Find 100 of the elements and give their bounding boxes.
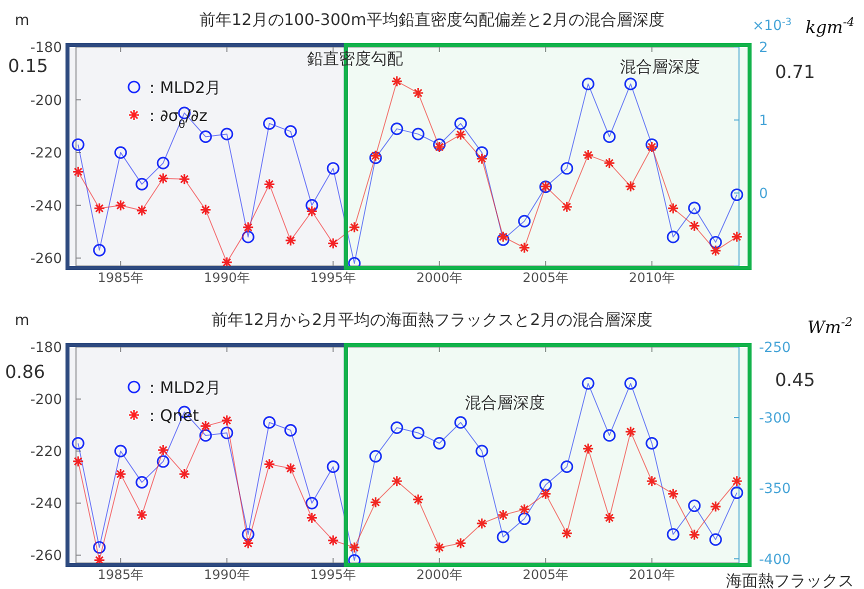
point [199, 429, 212, 442]
y2-tick-label: 2 [759, 40, 768, 56]
text: 0.15 [8, 56, 48, 77]
point [624, 426, 636, 438]
point [454, 117, 467, 130]
point [688, 220, 700, 232]
point [412, 494, 424, 506]
point [263, 117, 276, 130]
point [306, 199, 318, 212]
point [688, 528, 700, 541]
text: ×10$^{-3}$ [752, 16, 792, 34]
point [264, 178, 276, 190]
point [582, 149, 594, 161]
y2-tick-label: -350 [759, 481, 791, 498]
point [688, 202, 701, 214]
point [560, 162, 574, 175]
y-tick-label: -200 [30, 392, 62, 408]
chart-title: 前年12月の100-300m平均鉛直密度勾配偏差と2月の混合層深度 [200, 10, 664, 29]
text: 0.86 [4, 362, 46, 383]
legend-label: ：MLD2月 [144, 78, 222, 97]
x-tick-label: 1985年 [98, 271, 144, 286]
point [667, 488, 679, 500]
annotation: 混合層深度 [465, 393, 545, 412]
point [370, 150, 382, 162]
point [242, 537, 254, 550]
point [72, 166, 84, 178]
point [709, 236, 722, 249]
point [326, 460, 340, 474]
x-tick-label: 2005年 [522, 271, 569, 286]
y-tick-label: -220 [30, 444, 62, 460]
point [391, 76, 403, 88]
point [284, 424, 297, 437]
point [730, 486, 744, 500]
point [306, 205, 318, 218]
point [114, 444, 127, 458]
point [284, 462, 296, 474]
y-tick-label: -200 [30, 92, 62, 109]
point [433, 138, 446, 151]
point [582, 442, 594, 454]
x-tick-label: 2010年 [628, 568, 675, 583]
point [624, 78, 637, 90]
point [412, 87, 424, 99]
point [242, 528, 254, 541]
point [518, 214, 531, 228]
y2-tick-label: 1 [759, 113, 768, 129]
x-tick-label: 2000年 [416, 271, 462, 286]
y2-axis-title: Wm$^{-2}$ [807, 315, 853, 338]
x-tick-label: 2000年 [416, 568, 462, 583]
x-tick-label: 1995年 [310, 568, 356, 583]
point [93, 244, 106, 256]
point [730, 188, 744, 202]
point [199, 130, 212, 144]
point [114, 200, 126, 212]
y2-tick-label: -400 [759, 552, 791, 568]
point [94, 202, 106, 214]
point [242, 222, 254, 234]
point [433, 436, 446, 450]
y-tick-label: -180 [30, 340, 62, 356]
point [603, 429, 616, 442]
chart-title: 前年12月から2月平均の海面熱フラックスと2月の混合層深度 [212, 310, 652, 329]
point [348, 542, 360, 554]
point [220, 426, 234, 440]
point [284, 125, 297, 138]
y2-tick-label: -250 [759, 340, 791, 356]
legend-label: ：MLD2月 [144, 378, 222, 397]
point [156, 156, 170, 170]
y-tick-label: -240 [30, 496, 62, 512]
point [709, 533, 722, 546]
text: 海面熱フラックス [726, 571, 854, 589]
y-tick-label: -240 [30, 198, 62, 214]
point [646, 436, 658, 450]
point [327, 534, 339, 546]
point [242, 230, 254, 244]
point [731, 475, 743, 487]
y-axis-title: m [14, 11, 30, 29]
y2-axis-title: kgm$^{-4}$ [806, 15, 854, 38]
point [200, 204, 212, 216]
point [710, 500, 722, 512]
y-tick-label: -220 [30, 146, 62, 162]
point [370, 496, 382, 508]
text: 0.45 [774, 370, 816, 391]
point [454, 416, 467, 429]
text: 0.71 [774, 62, 816, 83]
annotation: 混合層深度 [620, 57, 700, 76]
point [93, 541, 106, 554]
point [369, 450, 382, 463]
point [263, 416, 276, 429]
point [476, 518, 488, 530]
point [369, 152, 382, 164]
point [412, 128, 424, 140]
point [72, 456, 84, 468]
point [604, 157, 616, 169]
point [136, 509, 148, 521]
y2-tick-label: -300 [759, 410, 791, 427]
point [306, 496, 318, 510]
point [72, 138, 84, 151]
point [178, 173, 190, 185]
point [327, 238, 339, 250]
point [221, 414, 233, 426]
point [710, 244, 722, 256]
